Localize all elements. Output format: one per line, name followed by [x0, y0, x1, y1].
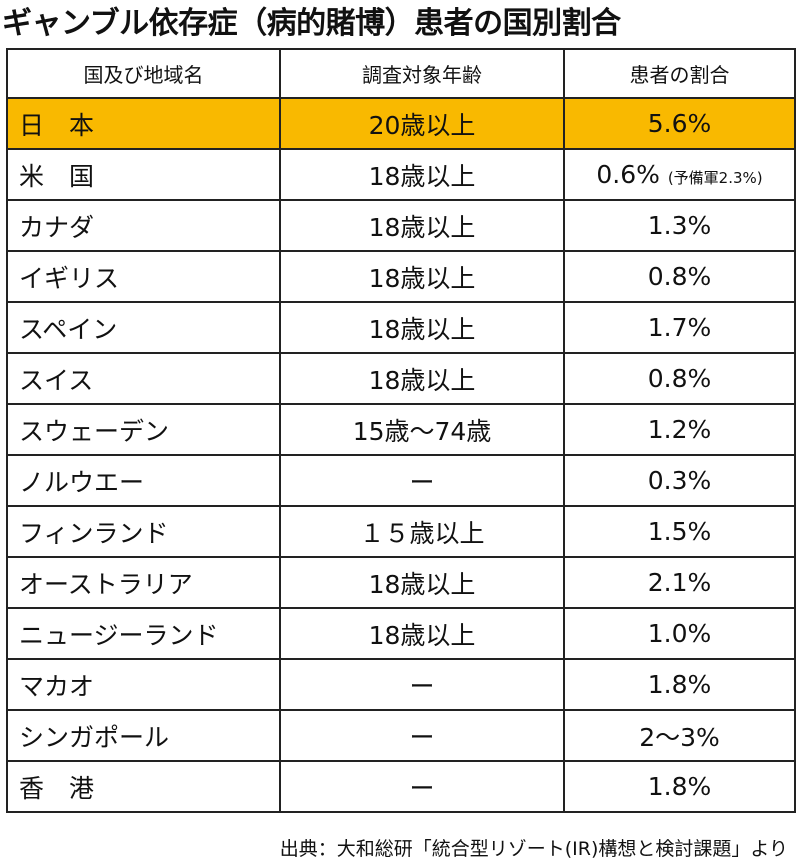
ratio-cell: 5.6% [563, 97, 796, 150]
table-row: オーストラリア 18歳以上 2.1% [6, 556, 796, 609]
ratio-cell: 1.8% [563, 658, 796, 711]
age-cell: 18歳以上 [279, 352, 565, 405]
table-row: カナダ 18歳以上 1.3% [6, 199, 796, 252]
country-cell: ニュージーランド [6, 607, 281, 660]
ratio-value: 0.6% [596, 160, 660, 189]
country-cell: ノルウエー [6, 454, 281, 507]
table-row: マカオ ー 1.8% [6, 658, 796, 711]
age-cell: 18歳以上 [279, 148, 565, 201]
prevalence-table: 国及び地域名 調査対象年齢 患者の割合 日 本 20歳以上 5.6% 米 国 1… [6, 48, 796, 813]
table-row: 米 国 18歳以上 0.6% (予備軍2.3%) [6, 148, 796, 201]
age-cell: 18歳以上 [279, 556, 565, 609]
ratio-cell: 1.7% [563, 301, 796, 354]
age-cell: 20歳以上 [279, 97, 565, 150]
page-title: ギャンブル依存症（病的賭博）患者の国別割合 [2, 6, 621, 41]
table-header-row: 国及び地域名 調査対象年齢 患者の割合 [6, 48, 796, 99]
country-cell: 日 本 [6, 97, 281, 150]
ratio-cell: 0.6% (予備軍2.3%) [563, 148, 796, 201]
table-row: イギリス 18歳以上 0.8% [6, 250, 796, 303]
ratio-cell: 1.8% [563, 760, 796, 813]
ratio-cell: 0.8% [563, 250, 796, 303]
table-row: スペイン 18歳以上 1.7% [6, 301, 796, 354]
age-cell: 18歳以上 [279, 301, 565, 354]
ratio-cell: 1.2% [563, 403, 796, 456]
table-row: スイス 18歳以上 0.8% [6, 352, 796, 405]
age-cell: 18歳以上 [279, 250, 565, 303]
country-cell: シンガポール [6, 709, 281, 762]
country-cell: 米 国 [6, 148, 281, 201]
age-cell: ー [279, 760, 565, 813]
age-cell: 18歳以上 [279, 607, 565, 660]
country-cell: スウェーデン [6, 403, 281, 456]
table-row: フィンランド １５歳以上 1.5% [6, 505, 796, 558]
country-cell: フィンランド [6, 505, 281, 558]
column-header-ratio: 患者の割合 [563, 48, 796, 99]
table-row: 日 本 20歳以上 5.6% [6, 97, 796, 150]
table-row: ノルウエー ー 0.3% [6, 454, 796, 507]
country-cell: オーストラリア [6, 556, 281, 609]
ratio-cell: 0.3% [563, 454, 796, 507]
age-cell: ー [279, 709, 565, 762]
age-cell: ー [279, 658, 565, 711]
table-row: スウェーデン 15歳～74歳 1.2% [6, 403, 796, 456]
ratio-cell: 1.3% [563, 199, 796, 252]
ratio-cell: 1.5% [563, 505, 796, 558]
table-row: ニュージーランド 18歳以上 1.0% [6, 607, 796, 660]
country-cell: イギリス [6, 250, 281, 303]
ratio-cell: 2.1% [563, 556, 796, 609]
country-cell: スペイン [6, 301, 281, 354]
source-citation: 出典：大和総研「統合型リゾート(IR)構想と検討課題」より [279, 838, 788, 860]
column-header-country: 国及び地域名 [6, 48, 281, 99]
table-row: 香 港 ー 1.8% [6, 760, 796, 813]
age-cell: 15歳～74歳 [279, 403, 565, 456]
column-header-age: 調査対象年齢 [279, 48, 565, 99]
table-row: シンガポール ー 2～3% [6, 709, 796, 762]
age-cell: ー [279, 454, 565, 507]
country-cell: スイス [6, 352, 281, 405]
country-cell: カナダ [6, 199, 281, 252]
ratio-cell: 1.0% [563, 607, 796, 660]
ratio-cell: 2～3% [563, 709, 796, 762]
age-cell: 18歳以上 [279, 199, 565, 252]
ratio-cell: 0.8% [563, 352, 796, 405]
country-cell: マカオ [6, 658, 281, 711]
ratio-note: (予備軍2.3%) [667, 169, 763, 187]
country-cell: 香 港 [6, 760, 281, 813]
age-cell: １５歳以上 [279, 505, 565, 558]
